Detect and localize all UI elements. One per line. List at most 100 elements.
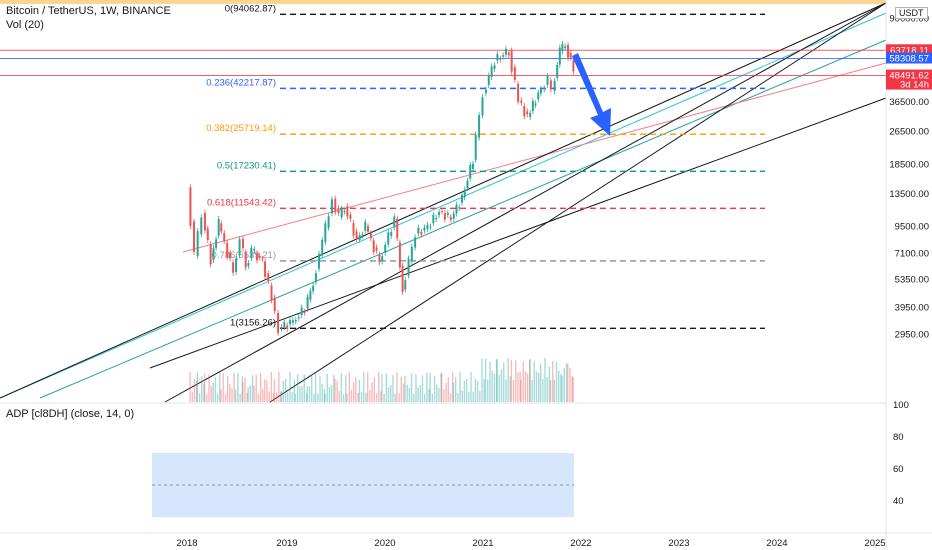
volume-bar bbox=[555, 361, 558, 402]
volume-bar bbox=[323, 388, 326, 402]
candle-body bbox=[558, 47, 561, 65]
candle-body bbox=[526, 111, 529, 115]
volume-bar bbox=[428, 388, 430, 402]
volume-bar bbox=[280, 390, 282, 402]
volume-bar bbox=[496, 358, 498, 402]
volume-bar bbox=[503, 362, 505, 402]
volume-bar bbox=[242, 382, 244, 402]
volume-bar bbox=[510, 359, 513, 402]
volume-bar bbox=[244, 377, 246, 402]
candle-body bbox=[432, 214, 435, 224]
volume-bar bbox=[264, 379, 266, 402]
volume-bar bbox=[346, 393, 348, 402]
price-tag-label-2: 58308.57 bbox=[889, 54, 929, 65]
volume-bar bbox=[507, 358, 509, 402]
volume-bar bbox=[333, 374, 335, 402]
volume-bar bbox=[350, 389, 353, 402]
volume-bar bbox=[324, 393, 326, 402]
volume-bar bbox=[515, 360, 517, 402]
volume-bar bbox=[345, 375, 347, 402]
time-tick-label: 2019 bbox=[276, 538, 297, 549]
candle-body bbox=[337, 207, 340, 214]
candle-body bbox=[321, 239, 324, 256]
candle-body bbox=[499, 58, 502, 60]
price-tick-label: 18500.00 bbox=[889, 160, 929, 171]
volume-bar bbox=[251, 374, 254, 402]
volume-bar bbox=[296, 374, 299, 402]
volume-bar bbox=[219, 372, 221, 402]
candle-body bbox=[484, 89, 487, 94]
candle-body bbox=[474, 134, 477, 160]
candle-body bbox=[384, 244, 387, 253]
volume-bar bbox=[561, 375, 563, 402]
volume-bar bbox=[239, 393, 241, 402]
volume-bar bbox=[498, 374, 501, 402]
candle-body bbox=[378, 254, 381, 263]
candle-body bbox=[569, 52, 572, 58]
time-tick-label: 2021 bbox=[472, 538, 493, 549]
volume-bar bbox=[468, 392, 470, 402]
volume-bar bbox=[451, 372, 454, 402]
candle-body bbox=[277, 312, 280, 333]
candle-body bbox=[553, 81, 556, 92]
time-tick-label: 2025 bbox=[864, 538, 885, 549]
candle-body bbox=[314, 273, 317, 283]
volume-bar bbox=[560, 373, 562, 402]
candle-body bbox=[496, 54, 499, 61]
volume-bar bbox=[255, 374, 257, 402]
candle-body bbox=[502, 55, 505, 57]
candle-body bbox=[546, 75, 549, 85]
volume-bar bbox=[206, 393, 208, 402]
annotation-arrow[interactable] bbox=[572, 53, 611, 136]
volume-bar bbox=[365, 392, 367, 402]
volume-bar bbox=[270, 372, 273, 402]
candle-body bbox=[361, 234, 364, 236]
volume-bar bbox=[317, 393, 319, 402]
candle-body bbox=[517, 83, 520, 102]
volume-bar bbox=[342, 393, 345, 402]
volume-bar bbox=[415, 374, 417, 402]
volume-bar bbox=[500, 369, 503, 402]
plot-area[interactable]: 0(94062.87) 0.236(42217.87) 0.382(25719.14… bbox=[0, 0, 932, 517]
candle-body bbox=[209, 244, 212, 265]
candle-body bbox=[564, 46, 567, 49]
currency-badge[interactable]: USDT bbox=[895, 7, 928, 19]
candle-body bbox=[460, 194, 463, 203]
candle-body bbox=[426, 224, 429, 229]
volume-bar bbox=[452, 382, 455, 402]
volume-bar bbox=[380, 390, 382, 402]
volume-bar bbox=[375, 392, 378, 402]
time-tick-label: 2018 bbox=[176, 538, 197, 549]
volume-bar bbox=[396, 372, 398, 402]
volume-bar bbox=[519, 372, 521, 402]
candle-body bbox=[215, 239, 218, 248]
volume-bar bbox=[390, 385, 392, 402]
volume-bar bbox=[208, 374, 210, 402]
volume-bar bbox=[454, 377, 457, 402]
candle-body bbox=[452, 213, 455, 219]
candle-body bbox=[300, 307, 303, 316]
candle-body bbox=[529, 112, 532, 117]
volume-bar bbox=[293, 379, 296, 402]
volume-bar bbox=[191, 392, 194, 402]
oscillator-tick-label: 80 bbox=[893, 432, 904, 443]
volume-bar bbox=[457, 393, 459, 402]
candle-body bbox=[312, 285, 315, 291]
volume-bar bbox=[214, 377, 217, 402]
cyan-trendline bbox=[0, 12, 887, 399]
candle-body bbox=[247, 263, 250, 266]
volume-bar bbox=[431, 393, 434, 402]
candle-body bbox=[390, 232, 393, 236]
candle-body bbox=[306, 296, 309, 309]
candle-body bbox=[280, 327, 283, 329]
volume-bar bbox=[311, 374, 313, 402]
candle-body bbox=[440, 211, 443, 213]
candle-body bbox=[294, 319, 297, 322]
candle-body bbox=[471, 163, 474, 170]
volume-bar bbox=[524, 371, 527, 402]
volume-bar bbox=[249, 385, 252, 402]
candle-body bbox=[372, 240, 375, 252]
candle-body bbox=[507, 52, 510, 56]
volume-bar bbox=[306, 386, 308, 402]
